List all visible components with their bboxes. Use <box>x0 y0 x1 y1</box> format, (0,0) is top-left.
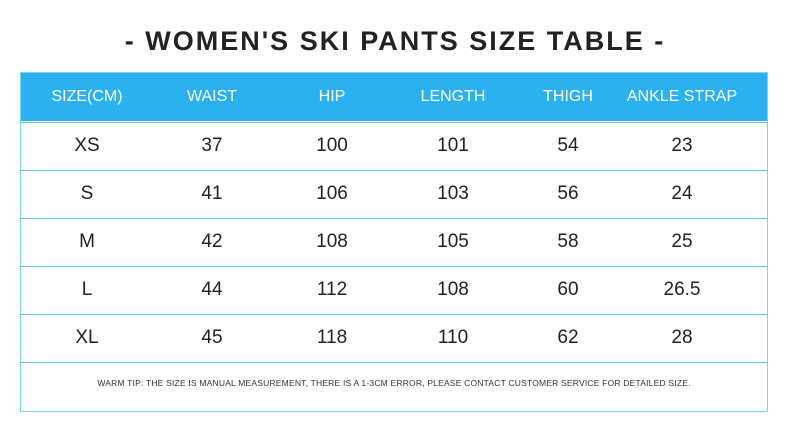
table-cell: S <box>80 183 94 204</box>
row-divider <box>20 266 768 267</box>
row-divider <box>20 170 768 171</box>
table-cell: 60 <box>557 279 579 300</box>
column-header: LENGTH <box>420 88 486 105</box>
table-cell: 56 <box>557 183 579 204</box>
table-cell: 25 <box>671 231 693 252</box>
column-header: SIZE(CM) <box>51 88 123 105</box>
column-header: THIGH <box>543 88 593 105</box>
table-cell: 118 <box>316 327 348 348</box>
header-band <box>21 73 767 121</box>
title: - WOMEN'S SKI PANTS SIZE TABLE - <box>124 26 666 56</box>
column-header: HIP <box>318 88 346 105</box>
row-divider <box>20 362 768 363</box>
table-cell: 100 <box>316 135 348 156</box>
table-cell: 28 <box>671 327 693 348</box>
table-cell: 62 <box>557 327 579 348</box>
table-cell: 45 <box>201 327 223 348</box>
table-cell: 54 <box>557 135 579 156</box>
table-frame <box>20 72 768 412</box>
table-cell: 108 <box>437 279 469 300</box>
table-cell: 58 <box>557 231 579 252</box>
table-cell: L <box>81 279 93 300</box>
table-cell: 37 <box>201 135 223 156</box>
column-header: WAIST <box>186 88 238 105</box>
table-cell: 42 <box>201 231 223 252</box>
table-cell: 112 <box>316 279 348 300</box>
column-header: ANKLE STRAP <box>626 88 738 105</box>
table-cell: 41 <box>201 183 223 204</box>
row-divider <box>20 122 768 123</box>
table-cell: 23 <box>671 135 693 156</box>
table-cell: 108 <box>316 231 348 252</box>
table-cell: 110 <box>437 327 469 348</box>
table-cell: 105 <box>437 231 469 252</box>
table-cell: 106 <box>316 183 348 204</box>
table-cell: M <box>79 231 95 252</box>
table-cell: 26.5 <box>663 279 701 300</box>
table-cell: 44 <box>201 279 223 300</box>
table-cell: XL <box>75 327 99 348</box>
table-cell: XS <box>74 135 100 156</box>
table-cell: 101 <box>437 135 469 156</box>
table-cell: 103 <box>437 183 469 204</box>
warm-tip: WARM TIP: THE SIZE IS MANUAL MEASUREMENT… <box>97 378 691 388</box>
row-divider <box>20 314 768 315</box>
row-divider <box>20 218 768 219</box>
table-cell: 24 <box>671 183 693 204</box>
